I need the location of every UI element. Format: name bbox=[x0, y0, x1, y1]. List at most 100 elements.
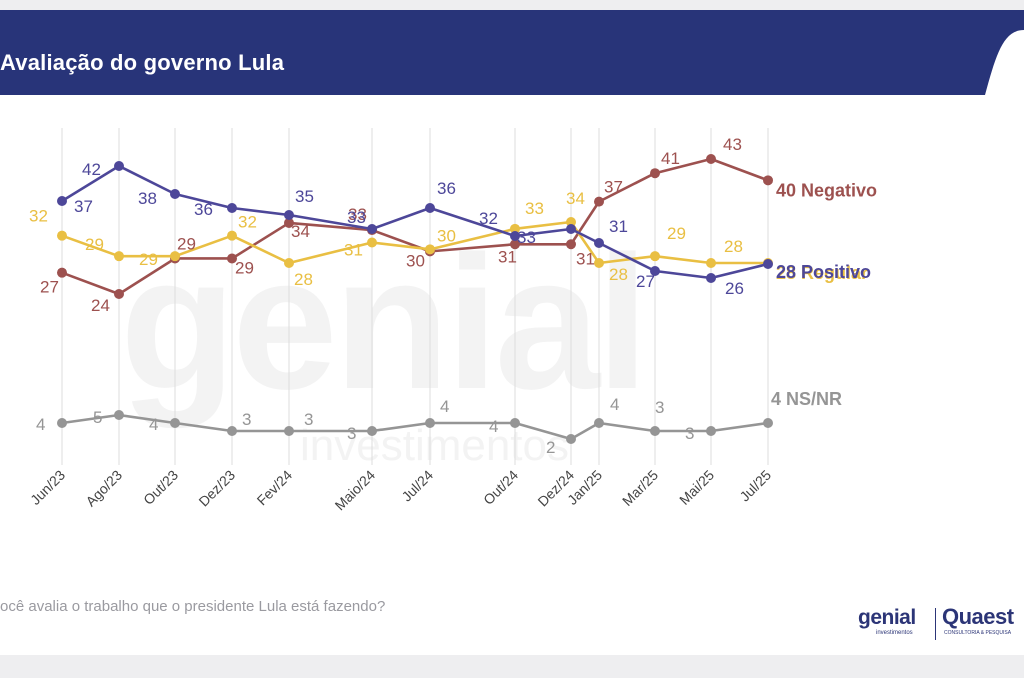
data-label-regular: 28 bbox=[609, 265, 628, 284]
data-label-regular: 29 bbox=[139, 250, 158, 269]
data-point-nsnr bbox=[284, 426, 294, 436]
watermark-subtext: investimentos bbox=[300, 421, 569, 470]
data-label-positivo: 36 bbox=[194, 200, 213, 219]
data-point-regular bbox=[170, 251, 180, 262]
data-point-regular bbox=[566, 217, 576, 227]
data-point-positivo bbox=[706, 273, 716, 283]
data-label-negativo: 29 bbox=[177, 234, 196, 253]
data-label-positivo: 33 bbox=[347, 208, 366, 227]
data-point-negativo bbox=[650, 168, 660, 179]
data-label-nsnr: 4 bbox=[36, 415, 45, 434]
data-point-positivo bbox=[170, 189, 180, 199]
x-tick-label: Jul/24 bbox=[398, 467, 436, 505]
x-tick-label: Out/23 bbox=[140, 467, 181, 508]
series-end-label-nsnr: 4 NS/NR bbox=[771, 389, 842, 409]
x-tick-label: Fev/24 bbox=[254, 467, 296, 509]
data-label-nsnr: 3 bbox=[655, 398, 664, 417]
data-point-positivo bbox=[284, 210, 294, 220]
data-point-nsnr bbox=[650, 426, 660, 436]
slide: Avaliação do governo Lula genial investim… bbox=[0, 10, 1024, 655]
quaest-logo-subtitle: CONSULTORIA & PESQUISA bbox=[944, 630, 1012, 636]
chart-gridlines bbox=[61, 128, 769, 465]
data-point-nsnr bbox=[227, 426, 237, 436]
header-band-shape bbox=[0, 10, 1024, 95]
data-label-negativo: 31 bbox=[576, 249, 595, 268]
data-point-regular bbox=[284, 258, 294, 268]
data-point-negativo bbox=[763, 175, 773, 186]
data-label-nsnr: 3 bbox=[347, 424, 356, 443]
series-regular bbox=[57, 217, 773, 268]
x-tick-label: Ago/23 bbox=[82, 467, 125, 510]
data-point-nsnr bbox=[57, 418, 67, 428]
data-point-positivo bbox=[57, 196, 67, 206]
x-axis: Jun/23 Ago/23 Out/23 Dez/23 Fev/24 Maio/24 Jul… bbox=[27, 467, 774, 514]
data-point-regular bbox=[425, 244, 435, 255]
data-label-nsnr: 3 bbox=[242, 410, 251, 429]
data-point-regular bbox=[650, 251, 660, 262]
data-point-nsnr bbox=[114, 410, 124, 420]
data-label-positivo: 42 bbox=[82, 160, 101, 179]
data-label-regular: 30 bbox=[437, 226, 456, 245]
data-point-positivo bbox=[425, 203, 435, 213]
data-point-negativo bbox=[57, 267, 67, 278]
data-label-negativo: 29 bbox=[235, 258, 254, 277]
data-point-nsnr bbox=[367, 426, 377, 436]
data-label-positivo: 35 bbox=[295, 187, 314, 206]
x-tick-label: Mai/25 bbox=[676, 467, 717, 508]
data-point-regular bbox=[594, 258, 604, 268]
data-label-regular: 28 bbox=[294, 270, 313, 289]
data-label-negativo: 27 bbox=[40, 278, 59, 297]
data-label-nsnr: 4 bbox=[610, 395, 619, 414]
data-label-positivo: 32 bbox=[479, 209, 498, 228]
data-label-regular: 33 bbox=[525, 199, 544, 218]
data-point-nsnr bbox=[170, 418, 180, 428]
data-point-negativo bbox=[706, 154, 716, 164]
data-label-nsnr: 5 bbox=[93, 408, 102, 427]
data-point-positivo bbox=[763, 259, 773, 269]
data-point-positivo bbox=[594, 238, 604, 248]
header-band: Avaliação do governo Lula bbox=[0, 10, 1024, 95]
data-label-regular: 34 bbox=[566, 189, 585, 208]
data-point-positivo bbox=[650, 266, 660, 276]
x-tick-label: Jul/25 bbox=[736, 467, 774, 505]
data-label-negativo: 37 bbox=[604, 178, 623, 197]
data-point-nsnr bbox=[594, 418, 604, 428]
x-tick-label: Dez/23 bbox=[195, 467, 238, 510]
data-label-positivo: 31 bbox=[609, 217, 628, 236]
data-point-regular bbox=[114, 251, 124, 262]
data-label-negativo: 41 bbox=[661, 149, 680, 168]
data-label-negativo: 31 bbox=[498, 247, 517, 266]
data-point-regular bbox=[706, 258, 716, 268]
data-label-regular: 32 bbox=[238, 213, 257, 232]
series-end-label-positivo: 28 Positivo bbox=[776, 262, 871, 282]
data-label-negativo: 24 bbox=[91, 296, 110, 315]
series-nsnr bbox=[57, 410, 773, 444]
data-point-positivo bbox=[566, 224, 576, 234]
bottom-band bbox=[0, 655, 1024, 678]
data-label-positivo: 33 bbox=[517, 228, 536, 247]
data-point-negativo bbox=[594, 196, 604, 207]
data-point-nsnr bbox=[510, 418, 520, 428]
series-positivo bbox=[57, 161, 773, 283]
chart-series bbox=[57, 154, 773, 444]
series-end-label-negativo: 40 Negativo bbox=[776, 180, 877, 200]
data-label-nsnr: 3 bbox=[304, 410, 313, 429]
data-label-nsnr: 4 bbox=[489, 417, 498, 436]
genial-logo-subtitle: investimentos bbox=[876, 630, 913, 636]
x-tick-label: Maio/24 bbox=[332, 467, 379, 514]
data-point-nsnr bbox=[706, 426, 716, 436]
data-point-positivo bbox=[227, 203, 237, 213]
data-label-positivo: 27 bbox=[636, 272, 655, 291]
data-label-positivo: 37 bbox=[74, 197, 93, 216]
genial-logo: genial bbox=[858, 606, 916, 629]
data-label-negativo: 30 bbox=[406, 251, 425, 270]
data-label-nsnr: 3 bbox=[685, 424, 694, 443]
data-point-negativo bbox=[227, 253, 237, 264]
data-point-negativo bbox=[510, 239, 520, 250]
data-label-regular: 29 bbox=[667, 224, 686, 243]
data-point-positivo bbox=[114, 161, 124, 171]
data-label-positivo: 26 bbox=[725, 279, 744, 298]
data-point-positivo bbox=[510, 231, 520, 241]
